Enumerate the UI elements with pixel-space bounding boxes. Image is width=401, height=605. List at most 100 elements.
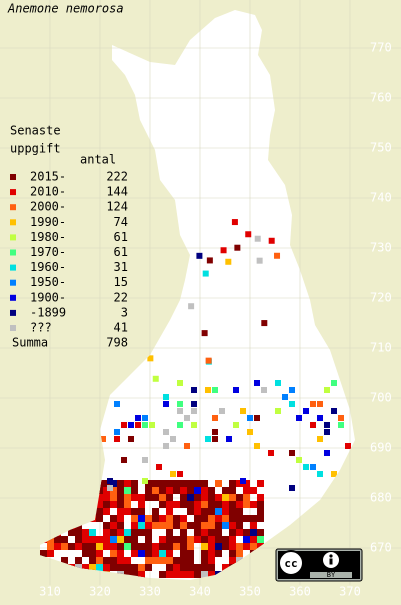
observation — [166, 571, 173, 578]
observation — [96, 501, 103, 508]
observation — [208, 508, 215, 515]
observation — [215, 536, 222, 543]
observation — [206, 257, 213, 264]
observation — [187, 508, 194, 515]
observation — [317, 401, 323, 407]
legend-count: 222 — [106, 170, 128, 184]
observation — [194, 536, 201, 543]
observation — [208, 487, 215, 494]
observation — [274, 252, 281, 259]
observation — [131, 543, 138, 550]
observation — [159, 557, 166, 564]
observation — [177, 401, 183, 407]
observation — [110, 487, 117, 494]
observation — [96, 536, 103, 543]
observation — [131, 494, 138, 501]
observation — [159, 494, 166, 501]
observation — [243, 536, 250, 543]
observation — [180, 522, 187, 529]
observation — [201, 494, 208, 501]
observation — [289, 485, 295, 491]
observation — [114, 436, 120, 442]
observation — [131, 515, 138, 522]
observation — [187, 487, 194, 494]
observation — [138, 522, 145, 529]
observation — [215, 550, 222, 557]
observation — [145, 515, 152, 522]
legend-swatch — [10, 234, 16, 241]
observation — [173, 501, 180, 508]
total-count: 798 — [106, 336, 128, 350]
observation — [257, 501, 264, 508]
observation — [236, 508, 243, 515]
observation — [145, 550, 152, 557]
observation — [40, 550, 47, 557]
observation — [275, 380, 281, 386]
observation — [152, 480, 159, 487]
observation — [236, 494, 243, 501]
observation — [124, 480, 131, 487]
observation — [152, 508, 159, 515]
observation — [229, 508, 236, 515]
observation — [110, 494, 117, 501]
observation — [152, 522, 159, 529]
observation — [194, 571, 201, 578]
observation — [250, 543, 257, 550]
observation — [215, 515, 222, 522]
observation — [187, 571, 194, 578]
observation — [303, 408, 309, 414]
observation — [152, 487, 159, 494]
observation — [208, 529, 215, 536]
observation — [110, 550, 117, 557]
observation — [229, 480, 236, 487]
observation — [75, 557, 82, 564]
observation — [220, 247, 227, 254]
observation — [145, 487, 152, 494]
observation — [180, 543, 187, 550]
observation — [128, 422, 134, 428]
legend-swatch — [10, 264, 16, 271]
observation — [187, 557, 194, 564]
observation — [107, 485, 113, 491]
observation — [208, 564, 215, 571]
observation — [96, 515, 103, 522]
legend-swatch — [10, 294, 16, 301]
observation — [159, 487, 166, 494]
observation — [180, 487, 187, 494]
observation — [187, 522, 194, 529]
observation — [124, 494, 131, 501]
observation — [310, 401, 316, 407]
observation — [254, 380, 260, 386]
legend-label: 1960- — [30, 260, 66, 274]
legend-swatch — [10, 219, 16, 226]
observation — [124, 501, 131, 508]
observation — [317, 415, 323, 421]
observation — [131, 508, 138, 515]
observation — [96, 550, 103, 557]
observation — [324, 450, 330, 456]
observation — [110, 564, 117, 571]
observation — [89, 557, 96, 564]
observation — [201, 330, 208, 337]
observation — [245, 231, 252, 238]
observation — [117, 501, 124, 508]
observation — [110, 522, 117, 529]
observation — [145, 494, 152, 501]
observation — [268, 237, 275, 244]
observation — [331, 380, 337, 386]
observation — [212, 436, 218, 442]
observation — [180, 564, 187, 571]
observation — [103, 501, 110, 508]
legend-label: 2015- — [30, 170, 66, 184]
observation — [166, 529, 173, 536]
observation — [180, 571, 187, 578]
observation — [317, 471, 323, 477]
legend-header: antal — [80, 153, 116, 167]
observation — [338, 422, 344, 428]
observation — [236, 522, 243, 529]
y-label: 760 — [370, 91, 392, 105]
observation — [89, 564, 96, 571]
observation — [201, 543, 208, 550]
observation — [159, 480, 166, 487]
observation — [229, 536, 236, 543]
